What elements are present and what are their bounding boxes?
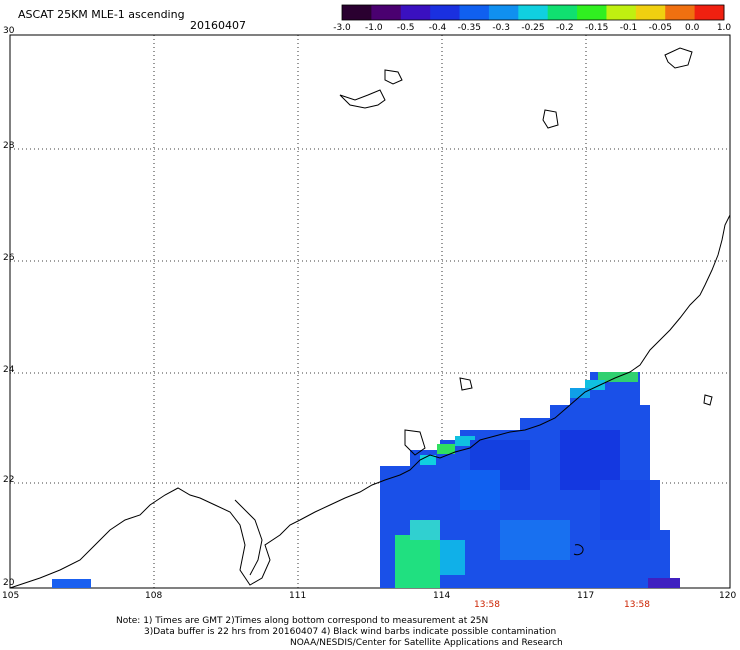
y-label-24: 24 — [3, 365, 15, 375]
x-label-108: 108 — [145, 591, 163, 601]
y-label-20: 20 — [3, 578, 15, 588]
colorbar-label: -0.35 — [457, 23, 481, 33]
colorbar-segment — [342, 5, 372, 20]
colorbar-label: -0.5 — [396, 23, 415, 33]
colorbar-segment — [430, 5, 461, 20]
colorbar-label: -0.2 — [556, 23, 574, 33]
colorbar-label: -0.15 — [585, 23, 609, 33]
plot-frame — [9, 34, 731, 589]
colorbar-label: -1.0 — [365, 23, 383, 33]
colorbar-label: -0.25 — [521, 23, 545, 33]
colorbar-label: -0.05 — [648, 23, 672, 33]
note-line-2: 3)Data buffer is 22 hrs from 20160407 4)… — [144, 627, 557, 637]
colorbar-segment — [371, 5, 402, 20]
map-date: 20160407 — [190, 19, 246, 32]
colorbar-segment — [635, 5, 666, 20]
colorbar-segment — [518, 5, 549, 20]
x-label-117: 117 — [577, 591, 595, 601]
y-label-30: 30 — [3, 26, 15, 36]
colorbar-frame — [341, 4, 725, 21]
y-label-22: 22 — [3, 475, 15, 485]
colorbar-label: -0.1 — [619, 23, 638, 33]
colorbar-segment — [400, 5, 431, 20]
y-label-26: 26 — [3, 253, 15, 263]
colorbar-segment — [547, 5, 578, 20]
note-line-3: NOAA/NESDIS/Center for Satellite Applica… — [290, 638, 563, 648]
time-label-1: 13:58 — [474, 600, 500, 610]
colorbar-label: -0.4 — [428, 23, 447, 33]
colorbar — [341, 4, 725, 21]
scatterometer-swath — [52, 372, 680, 588]
colorbar-segment — [606, 5, 637, 20]
map-title: ASCAT 25KM MLE-1 ascending — [18, 8, 185, 21]
colorbar-label: 0.0 — [685, 23, 700, 33]
coastline — [9, 47, 731, 589]
colorbar-segment — [459, 5, 490, 20]
x-label-105: 105 — [2, 591, 20, 601]
colorbar-segment — [694, 5, 725, 20]
time-label-2: 13:58 — [624, 600, 650, 610]
colorbar-segment — [577, 5, 607, 20]
colorbar-segment — [665, 5, 696, 20]
colorbar-segment — [488, 5, 519, 20]
note-line-1: Note: 1) Times are GMT 2)Times along bot… — [116, 616, 489, 626]
colorbar-label: -3.0 — [333, 23, 351, 33]
x-label-120: 120 — [719, 591, 737, 601]
y-label-28: 28 — [3, 141, 15, 151]
colorbar-label: 1.0 — [716, 23, 732, 33]
x-label-114: 114 — [433, 591, 451, 601]
colorbar-label: -0.3 — [492, 23, 510, 33]
swath-fragment-west — [52, 579, 91, 588]
x-label-111: 111 — [289, 591, 307, 601]
